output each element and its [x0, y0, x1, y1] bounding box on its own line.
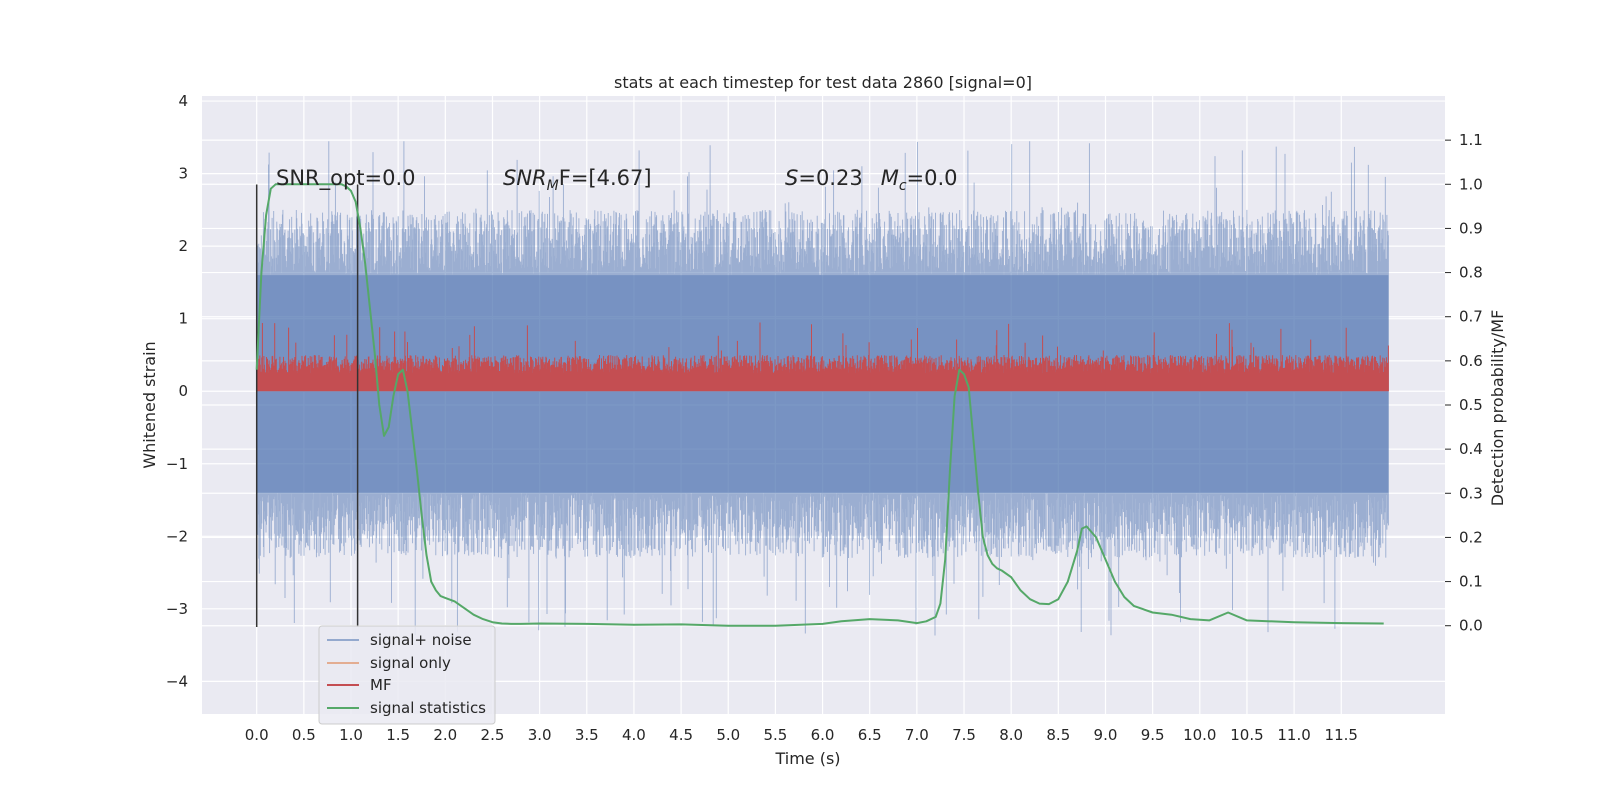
- legend-box: [318, 625, 496, 725]
- y-tick-label: 4: [178, 92, 188, 110]
- legend-label-signal-only: signal only: [370, 654, 451, 672]
- mc-sub: c: [899, 178, 907, 194]
- y-right-tick-label: 0.4: [1459, 440, 1483, 458]
- y-right-tick-label: 0.1: [1459, 573, 1483, 591]
- x-tick-label: 9.0: [1094, 726, 1118, 744]
- legend-label-signal-noise: signal+ noise: [370, 631, 472, 649]
- y-axis-label: Whitened strain: [140, 341, 159, 468]
- x-tick-label: 4.5: [669, 726, 693, 744]
- legend-label-mf: MF: [370, 676, 392, 694]
- x-tick-label: 11.0: [1277, 726, 1310, 744]
- legend: signal+ noise signal only MF signal stat…: [318, 625, 496, 725]
- x-tick-label: 5.0: [716, 726, 740, 744]
- y-right-tick-label: 0.2: [1459, 528, 1483, 546]
- y-right-tick-label: 0.8: [1459, 264, 1483, 282]
- chart-title: stats at each timestep for test data 286…: [614, 73, 1032, 92]
- x-tick-label: 2.0: [433, 726, 457, 744]
- x-tick-label: 8.5: [1046, 726, 1070, 744]
- x-tick-label: 8.0: [999, 726, 1023, 744]
- y-tick-label: −1: [166, 455, 188, 473]
- s-main: S: [785, 166, 798, 190]
- x-axis-label: Time (s): [774, 749, 840, 768]
- x-tick-label: 0.0: [245, 726, 269, 744]
- y-right-tick-label: 1.0: [1459, 175, 1483, 193]
- y-right-tick-label: 0.0: [1459, 617, 1483, 635]
- snr-mf-rest: F=[4.67]: [559, 166, 652, 190]
- x-tick-label: 7.0: [905, 726, 929, 744]
- snr-mf-sub: M: [547, 178, 559, 194]
- signal-statistics-series: [255, 183, 1384, 627]
- snr-opt-annotation: SNR_opt=0.0: [276, 166, 416, 191]
- s-rest: =0.23: [798, 166, 862, 190]
- x-tick-label: 3.0: [528, 726, 552, 744]
- y-tick-labels: −4 −3 −2 −1 0 1 2 3 4: [166, 92, 188, 690]
- mc-main: M: [881, 166, 899, 190]
- y-right-tick-label: 0.7: [1459, 308, 1483, 326]
- x-tick-label: 5.5: [763, 726, 787, 744]
- y-tick-label: 3: [178, 165, 188, 183]
- x-tick-label: 7.5: [952, 726, 976, 744]
- y-tick-label: 2: [178, 237, 188, 255]
- y-tick-label: 1: [178, 310, 188, 328]
- y-right-tick-label: 0.5: [1459, 396, 1483, 414]
- y-right-tick-label: 0.9: [1459, 219, 1483, 237]
- x-tick-label: 10.0: [1183, 726, 1216, 744]
- x-tick-label: 1.0: [339, 726, 363, 744]
- x-tick-label: 11.5: [1325, 726, 1358, 744]
- s-mc-annotation: S=0.23 Mc=0.0: [785, 166, 958, 194]
- y-right-tick-labels: 0.0 0.1 0.2 0.3 0.4 0.5 0.6 0.7 0.8 0.9 1.0 1.1: [1445, 131, 1483, 635]
- signal-statistics-line: [255, 183, 1384, 627]
- y-tick-label: −3: [166, 600, 188, 618]
- y-right-axis-label: Detection probability/MF: [1488, 310, 1507, 507]
- x-tick-label: 9.5: [1141, 726, 1165, 744]
- y-tick-label: 0: [178, 382, 188, 400]
- mc-rest: =0.0: [907, 166, 958, 190]
- y-right-tick-label: 0.3: [1459, 484, 1483, 502]
- x-tick-label: 2.5: [481, 726, 505, 744]
- vertical-markers: [255, 184, 359, 627]
- y-tick-label: −4: [166, 672, 188, 690]
- x-tick-labels: 0.0 0.5 1.0 1.5 2.0 2.5 3.0 3.5 4.0 4.5 5.0 5.5 6.0 6…: [245, 726, 1358, 744]
- x-tick-label: 10.5: [1230, 726, 1263, 744]
- y-tick-label: −2: [166, 527, 188, 545]
- snr-mf-annotation: SNRMF=[4.67]: [503, 166, 652, 194]
- y-right-tick-label: 1.1: [1459, 131, 1483, 149]
- y-right-tick-label: 0.6: [1459, 352, 1483, 370]
- x-tick-label: 4.0: [622, 726, 646, 744]
- x-tick-label: 0.5: [292, 726, 316, 744]
- legend-label-signal-statistics: signal statistics: [370, 699, 486, 717]
- x-tick-label: 3.5: [575, 726, 599, 744]
- x-tick-label: 6.0: [811, 726, 835, 744]
- snr-mf-main: SNR: [503, 166, 547, 190]
- x-tick-label: 6.5: [858, 726, 882, 744]
- x-tick-label: 1.5: [386, 726, 410, 744]
